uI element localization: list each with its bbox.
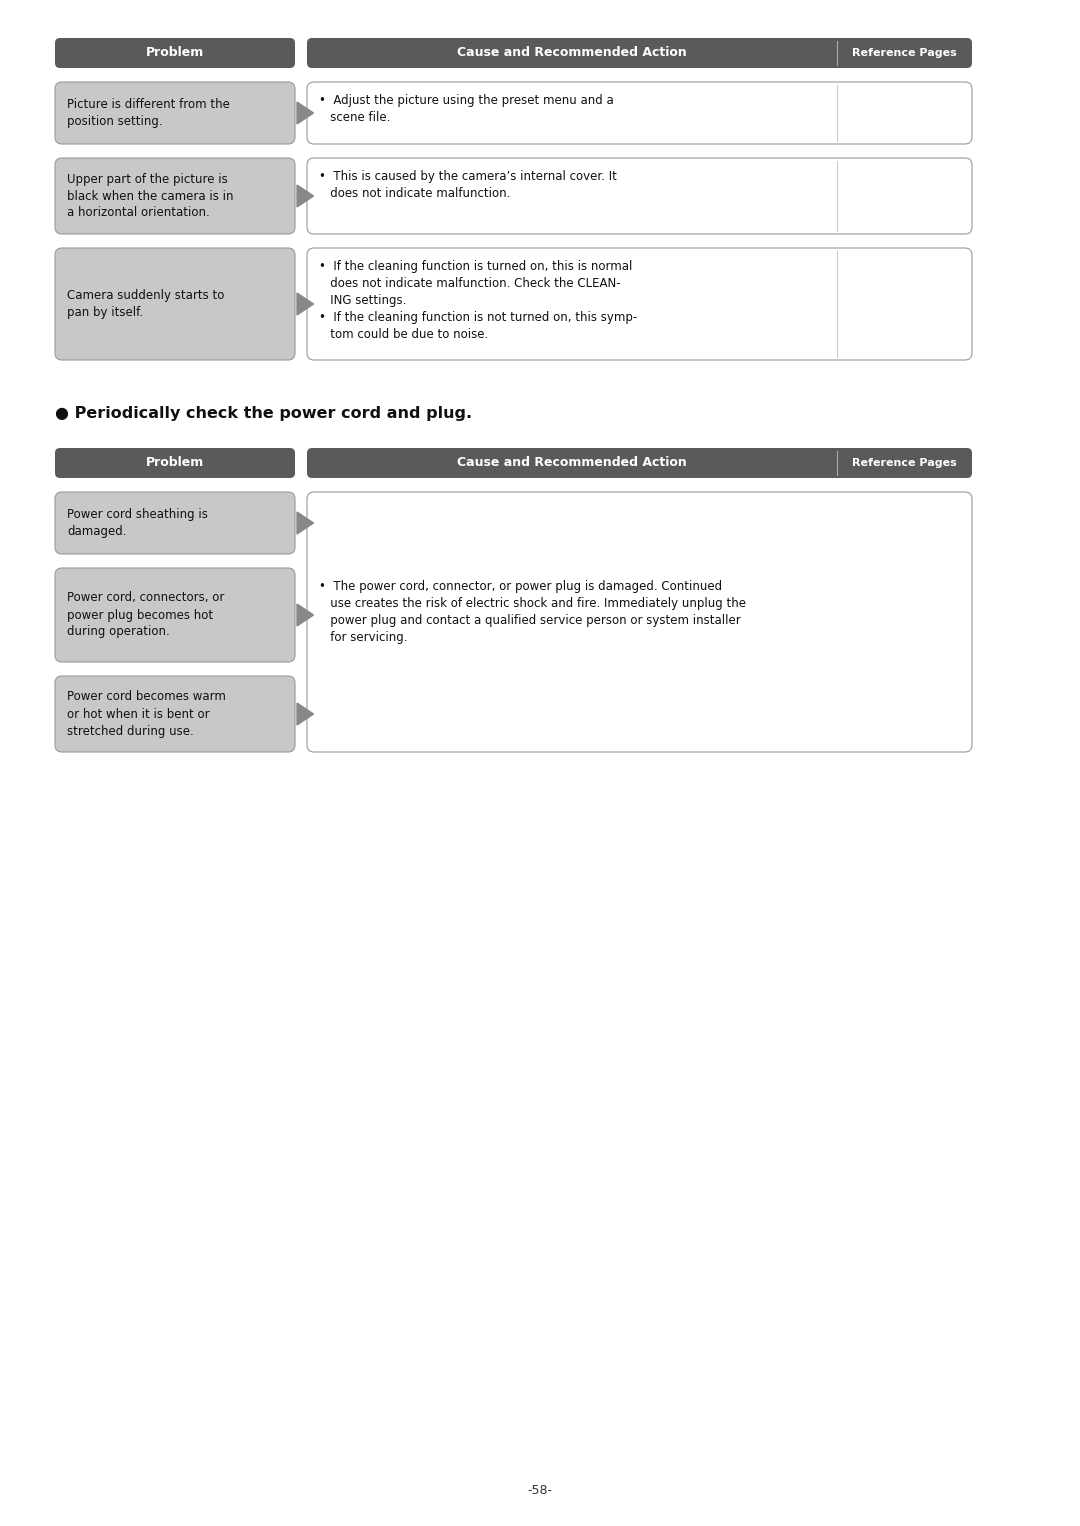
FancyBboxPatch shape — [55, 449, 295, 478]
Text: Power cord becomes warm
or hot when it is bent or
stretched during use.: Power cord becomes warm or hot when it i… — [67, 690, 226, 737]
FancyBboxPatch shape — [307, 249, 972, 360]
FancyBboxPatch shape — [55, 568, 295, 662]
Polygon shape — [297, 293, 313, 314]
Polygon shape — [297, 185, 313, 208]
FancyBboxPatch shape — [55, 491, 295, 554]
Text: Cause and Recommended Action: Cause and Recommended Action — [457, 456, 687, 470]
FancyBboxPatch shape — [55, 82, 295, 143]
FancyBboxPatch shape — [307, 491, 972, 752]
FancyBboxPatch shape — [55, 159, 295, 233]
Text: •  The power cord, connector, or power plug is damaged. Continued
   use creates: • The power cord, connector, or power pl… — [319, 580, 746, 644]
Polygon shape — [297, 703, 313, 725]
Text: Camera suddenly starts to
pan by itself.: Camera suddenly starts to pan by itself. — [67, 288, 225, 319]
Polygon shape — [297, 102, 313, 124]
Text: Cause and Recommended Action: Cause and Recommended Action — [457, 46, 687, 60]
FancyBboxPatch shape — [55, 676, 295, 752]
FancyBboxPatch shape — [55, 38, 295, 69]
Text: Problem: Problem — [146, 46, 204, 60]
Polygon shape — [297, 604, 313, 626]
Polygon shape — [297, 513, 313, 534]
FancyBboxPatch shape — [307, 38, 972, 69]
Text: Upper part of the picture is
black when the camera is in
a horizontal orientatio: Upper part of the picture is black when … — [67, 172, 233, 220]
Text: ● Periodically check the power cord and plug.: ● Periodically check the power cord and … — [55, 406, 472, 421]
FancyBboxPatch shape — [307, 82, 972, 143]
FancyBboxPatch shape — [55, 249, 295, 360]
Text: Reference Pages: Reference Pages — [852, 47, 957, 58]
Text: Picture is different from the
position setting.: Picture is different from the position s… — [67, 98, 230, 128]
FancyBboxPatch shape — [307, 449, 972, 478]
Text: •  This is caused by the camera’s internal cover. It
   does not indicate malfun: • This is caused by the camera’s interna… — [319, 169, 617, 200]
Text: •  Adjust the picture using the preset menu and a
   scene file.: • Adjust the picture using the preset me… — [319, 95, 613, 124]
Text: •  If the cleaning function is turned on, this is normal
   does not indicate ma: • If the cleaning function is turned on,… — [319, 259, 637, 340]
FancyBboxPatch shape — [307, 159, 972, 233]
Text: Problem: Problem — [146, 456, 204, 470]
Text: -58-: -58- — [527, 1483, 553, 1497]
Text: Power cord, connectors, or
power plug becomes hot
during operation.: Power cord, connectors, or power plug be… — [67, 592, 225, 638]
Text: Reference Pages: Reference Pages — [852, 458, 957, 468]
Text: Power cord sheathing is
damaged.: Power cord sheathing is damaged. — [67, 508, 207, 539]
